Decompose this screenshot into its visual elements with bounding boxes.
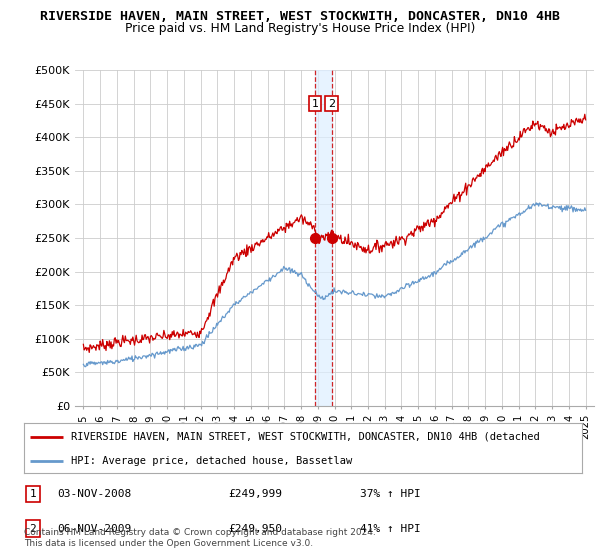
Text: £249,999: £249,999 <box>228 489 282 499</box>
Text: 06-NOV-2009: 06-NOV-2009 <box>57 524 131 534</box>
Text: 1: 1 <box>311 99 319 109</box>
Text: 2: 2 <box>29 524 37 534</box>
Text: RIVERSIDE HAVEN, MAIN STREET, WEST STOCKWITH, DONCASTER, DN10 4HB: RIVERSIDE HAVEN, MAIN STREET, WEST STOCK… <box>40 10 560 23</box>
Text: 41% ↑ HPI: 41% ↑ HPI <box>360 524 421 534</box>
Text: £249,950: £249,950 <box>228 524 282 534</box>
Text: HPI: Average price, detached house, Bassetlaw: HPI: Average price, detached house, Bass… <box>71 456 353 465</box>
Text: Price paid vs. HM Land Registry's House Price Index (HPI): Price paid vs. HM Land Registry's House … <box>125 22 475 35</box>
Text: Contains HM Land Registry data © Crown copyright and database right 2024.
This d: Contains HM Land Registry data © Crown c… <box>24 528 376 548</box>
Text: 03-NOV-2008: 03-NOV-2008 <box>57 489 131 499</box>
Text: 37% ↑ HPI: 37% ↑ HPI <box>360 489 421 499</box>
Text: RIVERSIDE HAVEN, MAIN STREET, WEST STOCKWITH, DONCASTER, DN10 4HB (detached: RIVERSIDE HAVEN, MAIN STREET, WEST STOCK… <box>71 432 540 442</box>
Bar <box>315 70 332 406</box>
Text: 2: 2 <box>328 99 335 109</box>
Text: 1: 1 <box>29 489 37 499</box>
